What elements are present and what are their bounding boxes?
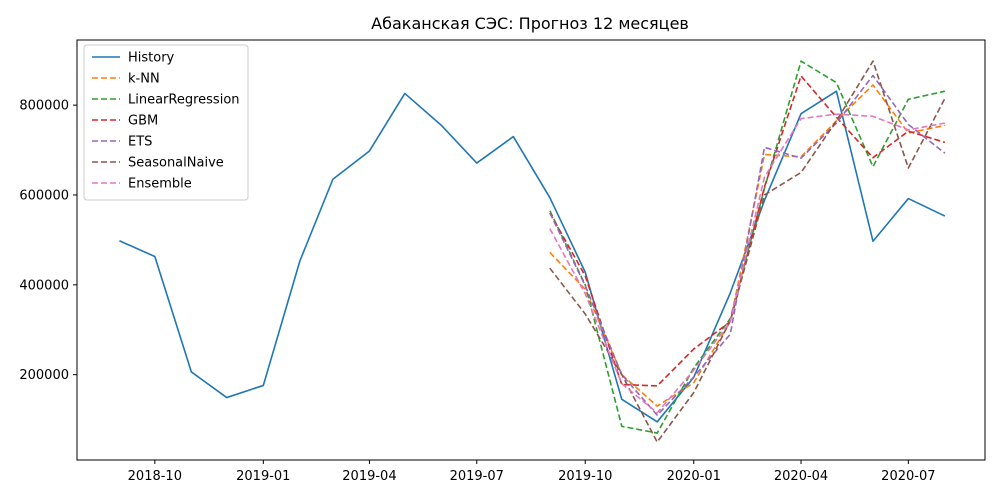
series-line-seasonalnaive [549, 60, 946, 443]
legend-label: SeasonalNaive [128, 156, 224, 171]
legend-label: k-NN [128, 72, 160, 87]
series-line-ensemble [549, 113, 946, 414]
x-tick-label: 2019-10 [558, 469, 612, 484]
legend-label: GBM [128, 114, 158, 129]
x-tick-label: 2020-01 [667, 469, 721, 484]
legend-label: Ensemble [128, 177, 192, 192]
y-axis: 200000 400000 600000 800000 [19, 99, 77, 383]
y-tick-label: 800000 [19, 99, 69, 114]
series-line-linearregression [549, 60, 946, 434]
series-layer [119, 60, 946, 443]
plot-area [76, 39, 986, 461]
y-tick-label: 200000 [19, 368, 69, 383]
legend: History k-NN LinearRegression GBM ETS Seasona… [83, 44, 249, 201]
legend-label: History [128, 51, 175, 66]
x-tick-label: 2019-01 [236, 469, 290, 484]
x-tick-label: 2018-10 [128, 469, 182, 484]
x-tick-label: 2019-04 [342, 469, 396, 484]
x-tick-label: 2019-07 [450, 469, 504, 484]
x-axis: 2018-10 2019-01 2019-04 2019-07 2019-10 2020-… [128, 460, 936, 484]
y-tick-label: 600000 [19, 188, 69, 203]
chart-title: Абаканская СЭС: Прогноз 12 месяцев [371, 14, 689, 33]
y-tick-label: 400000 [19, 278, 69, 293]
series-line-ets [549, 74, 946, 416]
legend-label: ETS [128, 135, 152, 150]
series-line-gbm [549, 75, 946, 387]
x-tick-label: 2020-04 [774, 469, 828, 484]
series-line-history [119, 90, 946, 423]
legend-label: LinearRegression [128, 93, 240, 108]
legend-box [83, 44, 249, 201]
x-tick-label: 2020-07 [881, 469, 935, 484]
